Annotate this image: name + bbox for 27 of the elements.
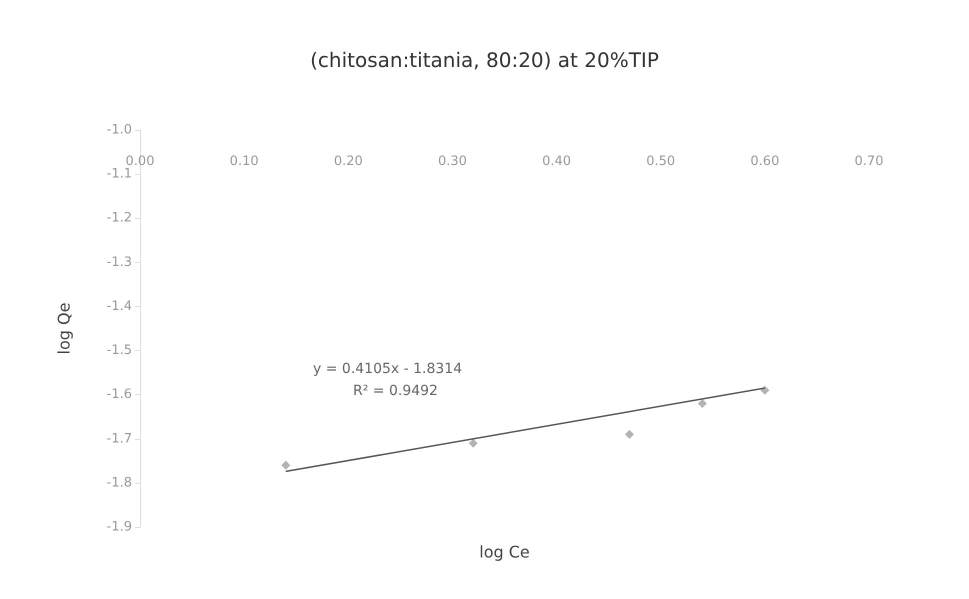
x-tick-label: 0.70 <box>854 154 884 169</box>
x-tick-label: 0.60 <box>750 154 780 169</box>
y-tick-label: -1.6 <box>106 387 132 402</box>
annotation: y = 0.4105x - 1.8314 <box>313 361 462 377</box>
y-tick-label: -1.3 <box>106 254 132 270</box>
y-tick-label: -1.4 <box>106 298 132 314</box>
x-tick-label: 0.30 <box>438 154 467 169</box>
x-axis-title: log Ce <box>479 542 530 562</box>
y-tick-label: -1.1 <box>106 166 132 182</box>
y-axis-title: log Qe <box>54 302 74 354</box>
x-tick-label: 0.00 <box>126 154 154 169</box>
y-tick-label: -1.8 <box>106 475 132 490</box>
annotation: R² = 0.9492 <box>353 383 438 399</box>
x-tick-label: 0.10 <box>230 154 259 169</box>
x-tick-label: 0.20 <box>334 154 363 169</box>
y-tick-label: -1.0 <box>106 122 132 138</box>
point <box>281 460 290 470</box>
point <box>468 438 478 448</box>
point <box>624 430 634 439</box>
y-tick-label: -1.2 <box>106 210 132 226</box>
x-tick-label: 0.40 <box>542 154 572 169</box>
x-tick-label: 0.50 <box>646 154 676 169</box>
chart-title: (chitosan:titania, 80:20) at 20%TIP <box>310 48 659 72</box>
y-tick-label: -1.9 <box>106 520 132 534</box>
point <box>698 398 707 408</box>
y-tick-label: -1.7 <box>106 431 132 446</box>
y-tick-label: -1.5 <box>106 343 132 358</box>
